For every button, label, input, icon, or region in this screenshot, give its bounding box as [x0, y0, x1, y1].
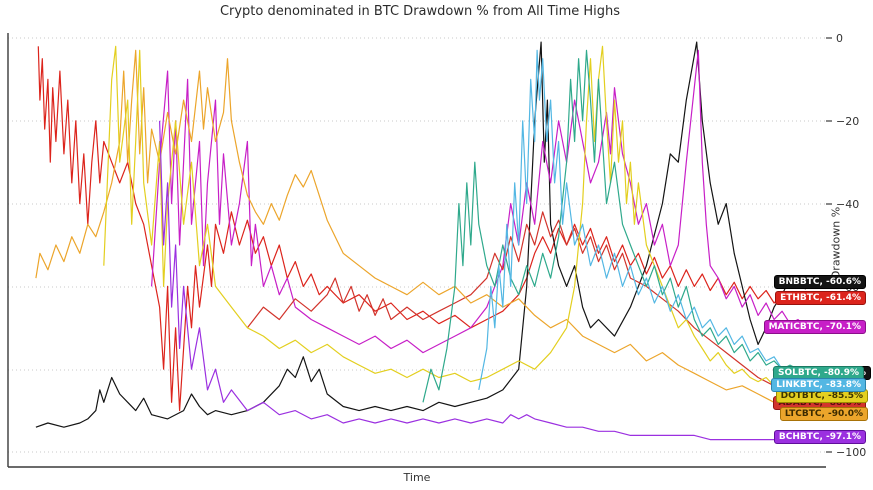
series-label-BNBBTC: BNBBTC, -60.6%: [773, 275, 866, 289]
series-label-SOLBTC: SOLBTC, -80.9%: [773, 366, 864, 380]
y-tick-label: −40: [836, 197, 860, 211]
series-label-LINKBTC: LINKBTC, -83.8%: [771, 377, 866, 392]
y-axis-label: Drawdown %: [829, 206, 843, 280]
chart-title: Crypto denominated in BTC Drawdown % fro…: [219, 4, 621, 19]
series-line-SOLBTC: [422, 49, 807, 403]
series-label-ETHBTC: ETHBTC, -61.4%: [775, 290, 866, 305]
series-label-LTCBTC: LTCBTC, -90.0%: [779, 407, 868, 421]
series-line-BNBBTC: [35, 41, 807, 428]
series-line-LTCBTC: [35, 49, 807, 412]
gridlines: [8, 37, 826, 453]
y-tick-label: 0: [836, 31, 843, 45]
y-tick-label: −20: [836, 114, 860, 128]
series-lines: [35, 41, 807, 441]
series-line-LINKBTC: [478, 49, 807, 391]
x-axis-label: Time: [403, 471, 431, 484]
y-tick-label: −100: [836, 445, 867, 459]
series-line-ADABTC: [246, 211, 807, 403]
series-line-ETHBTC: [37, 46, 807, 412]
series-line-BCHBTC: [159, 120, 807, 441]
series-line-DOTBTC: [103, 45, 807, 393]
series-label-BCHBTC: BCHBTC, -97.1%: [773, 430, 866, 444]
series-label-MATICBTC: MATICBTC, -70.1%: [763, 320, 866, 334]
series-line-MATICBTC: [151, 49, 807, 354]
